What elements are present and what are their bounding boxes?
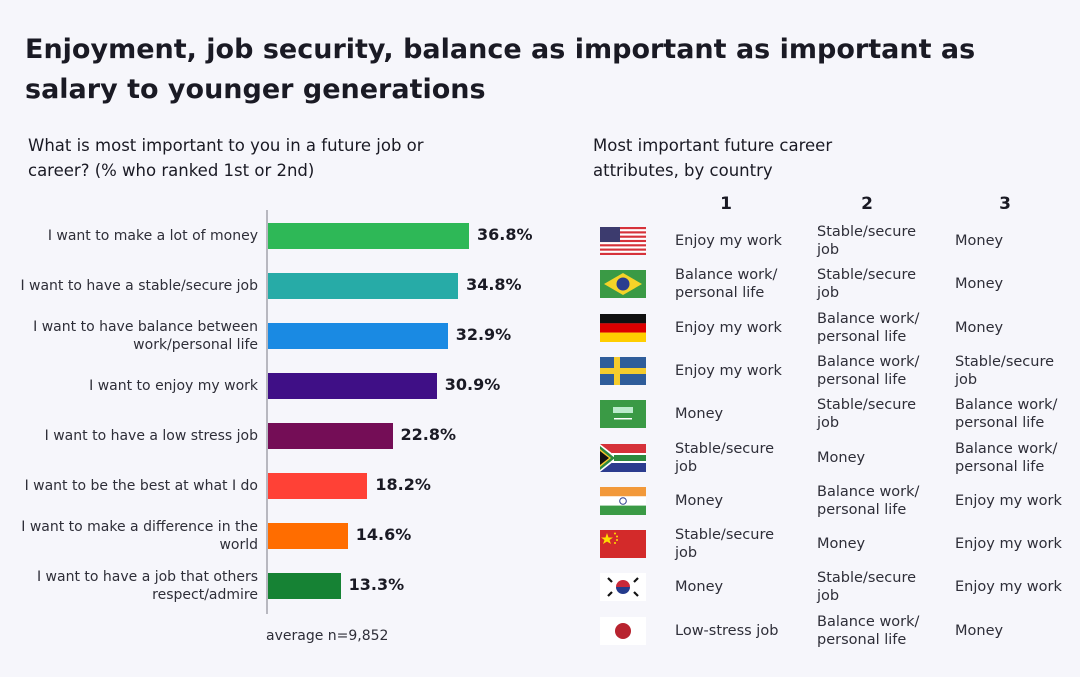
table-cell: Stable/secure job [955,353,1055,388]
saudi-arabia-flag-icon [600,400,646,429]
table-cell: Enjoy my work [955,492,1062,509]
value-label: 14.6% [355,525,412,544]
table-cell: Enjoy my work [955,579,1062,596]
page-title: Enjoyment, job security, balance as impo… [25,34,976,105]
table-cell: Money [955,233,1004,249]
category-label: I want to have a job that others respect… [36,569,258,603]
category-label: I want to make a lot of money [47,228,258,244]
bar [268,223,469,249]
table-cell: Balance work/ personal life [955,440,1058,475]
table-cell: Stable/secure job [817,570,917,605]
bar [268,473,368,499]
table-cell: Balance work/ personal life [675,267,778,302]
table-cell: Balance work/ personal life [955,397,1058,432]
value-label: 30.9% [444,375,501,394]
china-flag-icon [600,530,646,559]
table-cell: Stable/secure job [817,224,917,258]
category-label: I want to make a difference in the world [21,519,258,553]
sample-size-note: average n=9,852 [266,628,389,644]
bar [268,523,348,549]
japan-flag-icon [600,616,646,645]
value-label: 34.8% [466,275,522,294]
india-flag-icon [600,486,646,515]
table-cell: Balance work/ personal life [817,483,920,518]
table-cell: Money [955,622,1004,639]
value-label: 32.9% [455,325,512,344]
table-cell: Stable/secure job [817,267,917,302]
y-axis-line [266,210,268,614]
table-cell: Money [675,492,724,509]
table-cell: Balance work/ personal life [817,310,920,345]
table-cell: Enjoy my work [675,362,782,379]
bar [268,373,437,399]
sweden-flag-icon [600,356,646,385]
germany-flag-icon [600,313,646,342]
table-cell: Stable/secure job [675,440,775,475]
table-cell: Money [675,579,724,596]
table-cell: Enjoy my work [675,233,782,249]
bar [268,423,393,449]
table-cell: Stable/secure job [817,397,917,432]
category-label: I want to be the best at what I do [24,478,258,494]
table-cell: Low-stress job [675,622,779,639]
column-header-3: 3 [999,194,1011,214]
value-label: 22.8% [400,425,457,444]
column-header-2: 2 [861,194,873,214]
bar [268,573,341,599]
south-africa-flag-icon [600,443,646,472]
table-cell: Balance work/ personal life [817,613,920,648]
category-label: I want to have a low stress job [44,428,258,444]
column-header-1: 1 [720,194,732,214]
table-cell: Enjoy my work [675,319,782,336]
value-label: 36.8% [477,225,533,244]
table-cell: Money [675,406,724,423]
category-label: I want to have a stable/secure job [20,278,258,294]
bar [268,323,448,349]
category-label: I want to enjoy my work [89,378,258,394]
south-korea-flag-icon [600,573,646,602]
category-label: I want to have balance between work/pers… [33,319,258,353]
table-cell: Money [955,319,1004,336]
table-cell: Balance work/ personal life [817,353,920,388]
table-title: Most important future career attributes,… [593,136,833,180]
bar [268,273,459,299]
brazil-flag-icon [600,270,646,299]
table-cell: Money [817,536,866,553]
value-label: 18.2% [375,475,431,494]
chart-title: What is most important to you in a futur… [28,136,424,180]
value-label: 13.3% [348,575,405,594]
usa-flag-icon [600,227,646,255]
table-cell: Money [955,276,1004,293]
table-cell: Stable/secure job [675,527,775,562]
table-cell: Money [817,449,866,466]
table-cell: Enjoy my work [955,536,1062,553]
